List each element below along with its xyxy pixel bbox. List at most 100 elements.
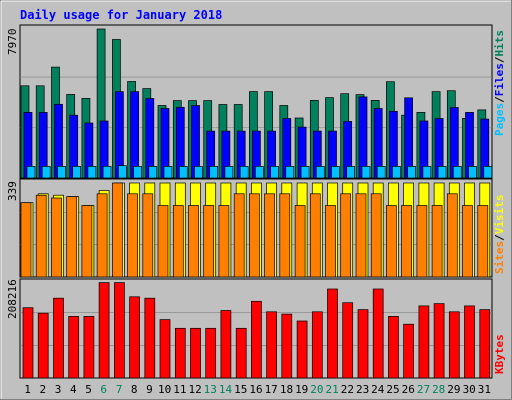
bar-kbytes-2 <box>37 312 49 379</box>
legend-pages: Pages <box>493 103 506 136</box>
x-label-day-31: 31 <box>478 383 491 396</box>
bar-sites-30 <box>462 205 473 278</box>
x-label-day-23: 23 <box>356 383 369 396</box>
x-label-day-4: 4 <box>70 383 77 396</box>
bar-kbytes-10 <box>159 319 171 379</box>
bar-kbytes-15 <box>235 327 247 379</box>
bar-kbytes-28 <box>433 303 445 379</box>
bar-pages-28 <box>437 166 447 179</box>
bar-kbytes-20 <box>311 311 323 379</box>
bar-kbytes-4 <box>68 316 80 379</box>
bar-sites-24 <box>370 193 382 278</box>
bar-pages-7 <box>118 165 127 179</box>
x-label-day-8: 8 <box>131 383 138 396</box>
bar-pages-26 <box>407 166 416 179</box>
hits-max-label: 7970 <box>6 29 19 56</box>
bar-sites-25 <box>386 205 397 278</box>
bar-pages-5 <box>87 166 97 179</box>
bar-kbytes-22 <box>342 302 354 379</box>
bar-pages-27 <box>422 166 432 179</box>
bar-sites-21 <box>325 205 336 278</box>
x-label-day-26: 26 <box>402 383 415 396</box>
bar-kbytes-30 <box>464 305 475 379</box>
bar-pages-16 <box>255 166 264 179</box>
bar-pages-25 <box>392 166 401 179</box>
bar-pages-21 <box>331 166 340 179</box>
bar-sites-15 <box>233 193 245 278</box>
bar-sites-5 <box>81 205 93 278</box>
bar-sites-27 <box>416 205 428 278</box>
bar-sites-9 <box>142 193 154 278</box>
bar-pages-10 <box>163 166 173 179</box>
bar-sites-16 <box>249 193 260 278</box>
visits-max-label: 339 <box>6 181 19 201</box>
x-label-day-9: 9 <box>146 383 153 396</box>
bar-sites-17 <box>264 193 275 278</box>
legend-kbytes: KBytes <box>493 334 506 374</box>
x-label-day-20: 20 <box>310 383 323 396</box>
x-label-day-13: 13 <box>204 383 217 396</box>
legend-sep-2: / <box>493 56 506 63</box>
x-label-day-1: 1 <box>24 383 31 396</box>
bar-sites-2 <box>35 194 47 278</box>
bars-layer <box>20 28 493 379</box>
bar-kbytes-31 <box>479 309 491 379</box>
bar-sites-18 <box>279 193 291 278</box>
bar-pages-15 <box>239 166 249 179</box>
bar-sites-13 <box>203 205 215 278</box>
chart-title: Daily usage for January 2018 <box>20 8 222 22</box>
bar-pages-17 <box>270 166 279 179</box>
bar-files-26 <box>404 97 413 179</box>
x-label-day-27: 27 <box>417 383 430 396</box>
legend-sep-3: / <box>493 234 506 241</box>
bar-pages-2 <box>41 166 51 179</box>
bar-kbytes-1 <box>22 307 34 379</box>
bar-sites-29 <box>446 193 458 278</box>
bar-pages-18 <box>285 166 295 179</box>
bar-kbytes-23 <box>357 309 369 379</box>
bar-sites-19 <box>294 205 306 278</box>
x-label-day-24: 24 <box>371 383 385 396</box>
bar-kbytes-24 <box>372 288 384 379</box>
x-label-day-15: 15 <box>234 383 247 396</box>
x-label-day-3: 3 <box>55 383 62 396</box>
bar-sites-23 <box>355 193 367 278</box>
bar-kbytes-6 <box>98 282 110 379</box>
legend-hits-files-pages: Pages/Files/Hits <box>493 30 506 136</box>
bar-pages-23 <box>361 166 371 179</box>
x-label-day-17: 17 <box>265 383 278 396</box>
x-label-day-5: 5 <box>85 383 92 396</box>
x-label-day-2: 2 <box>39 383 46 396</box>
bar-sites-6 <box>96 193 108 278</box>
bar-pages-12 <box>194 166 203 179</box>
bar-kbytes-13 <box>205 327 217 379</box>
bar-kbytes-9 <box>144 297 156 379</box>
x-label-day-16: 16 <box>249 383 262 396</box>
x-label-day-6: 6 <box>100 383 107 396</box>
bar-kbytes-26 <box>403 323 414 379</box>
bar-pages-24 <box>376 166 386 179</box>
x-label-day-7: 7 <box>116 383 123 396</box>
x-label-day-25: 25 <box>386 383 399 396</box>
legend-visits: Visits <box>493 195 506 235</box>
bar-pages-8 <box>133 166 142 179</box>
x-label-day-28: 28 <box>432 383 445 396</box>
bar-pages-9 <box>148 166 158 179</box>
x-label-day-19: 19 <box>295 383 308 396</box>
bar-sites-31 <box>477 205 489 278</box>
kbytes-max-label: 208216 <box>6 279 19 319</box>
legend-visits-sites: Sites/Visits <box>493 195 506 275</box>
bar-pages-31 <box>483 166 493 179</box>
bar-kbytes-5 <box>83 316 95 379</box>
bar-pages-20 <box>315 166 325 179</box>
bar-files-23 <box>358 96 368 179</box>
bar-kbytes-27 <box>418 305 430 379</box>
x-label-day-11: 11 <box>173 383 186 396</box>
bar-sites-3 <box>51 197 62 278</box>
bar-kbytes-18 <box>281 313 293 379</box>
bar-sites-20 <box>309 193 321 278</box>
bar-pages-30 <box>468 166 477 179</box>
x-axis-labels: 1 2 3 4 5 6 7 8 9 10 11 12 13 14 15 16 17 18 19 20 21 22 23 24 2… <box>24 383 491 396</box>
bar-kbytes-14 <box>220 310 232 379</box>
